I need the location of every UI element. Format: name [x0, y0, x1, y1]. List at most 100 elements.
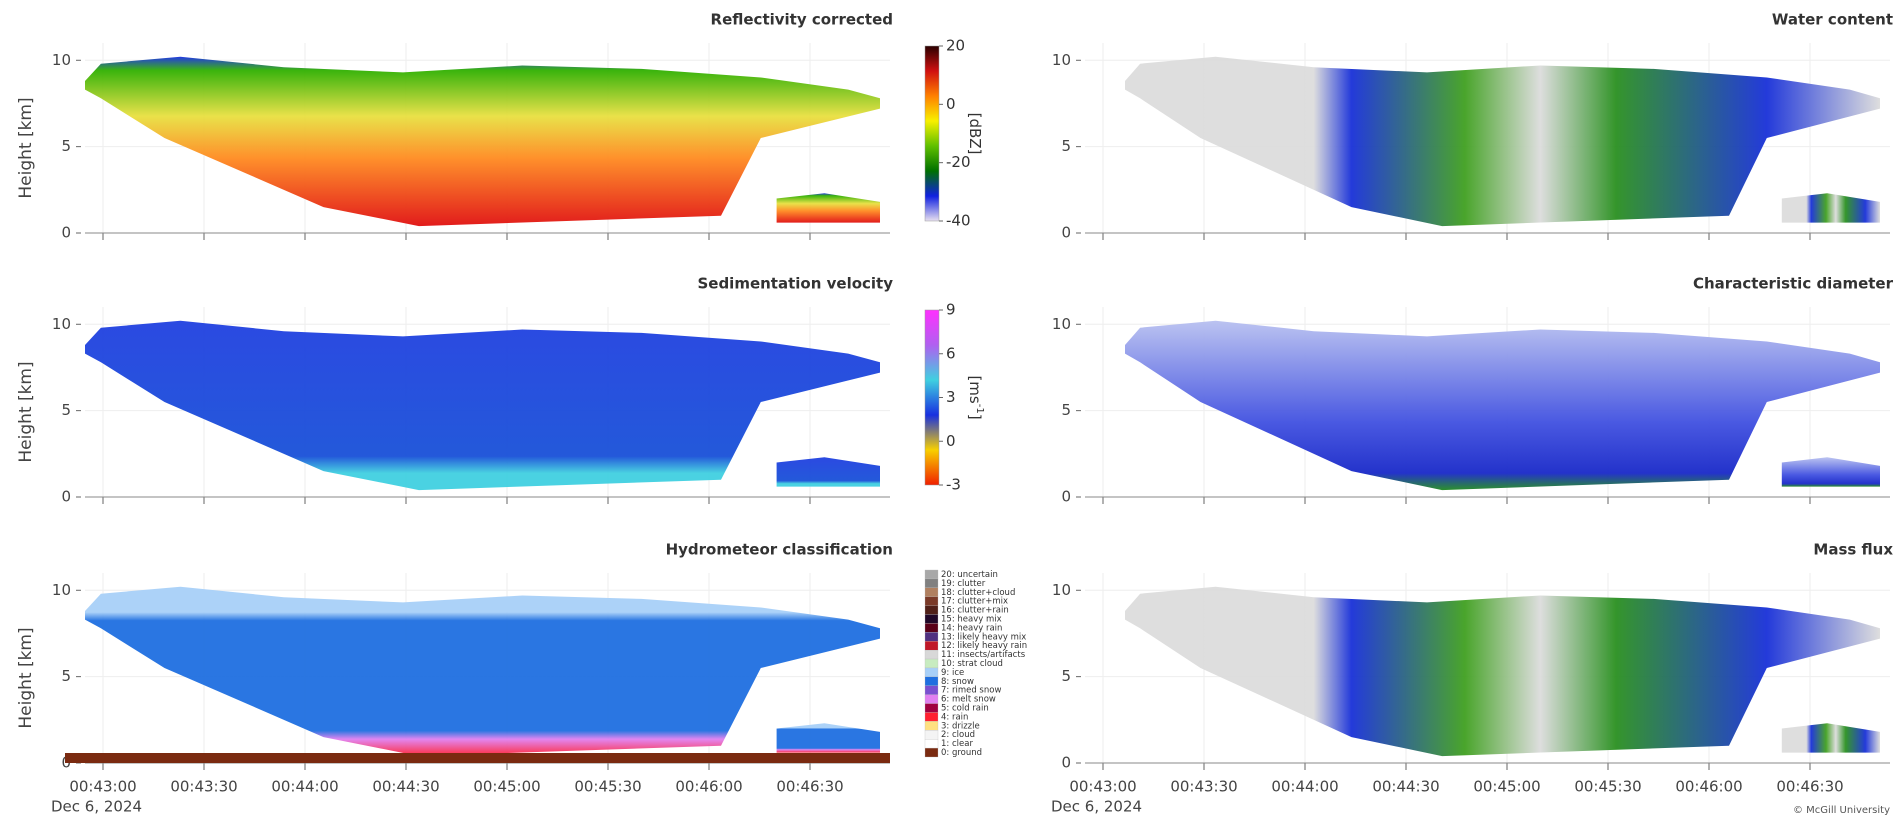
x-tick-label: 00:43:30 — [1170, 778, 1237, 796]
y-tick-label: 0 — [1061, 488, 1071, 506]
colorbar-tick-label: -20 — [946, 153, 971, 171]
ground-band — [65, 753, 890, 763]
legend-label: 14: heavy rain — [941, 623, 1002, 633]
x-tick-label: 00:46:30 — [1776, 778, 1843, 796]
legend-swatch — [924, 623, 939, 633]
legend-swatch — [924, 694, 939, 704]
field — [1125, 586, 1880, 757]
colorbar-tick-label: 9 — [946, 301, 956, 319]
legend-label: 13: likely heavy mix — [941, 632, 1026, 642]
y-tick-label: 5 — [1061, 137, 1071, 155]
y-tick-label: 0 — [61, 488, 71, 506]
field — [85, 56, 880, 227]
legend-swatch — [924, 605, 939, 615]
legend-label: 11: insects/artifacts — [941, 650, 1026, 660]
field-cell — [1781, 457, 1880, 487]
x-tick-label: 00:44:00 — [1271, 778, 1338, 796]
field-cell — [776, 193, 880, 223]
legend-swatch — [924, 649, 939, 660]
legend-swatch — [924, 712, 939, 722]
x-tick-label: 00:44:30 — [372, 778, 439, 796]
colorbar — [924, 45, 940, 222]
legend-swatch — [924, 685, 939, 695]
y-tick-label: 10 — [1052, 581, 1071, 599]
legend-label: 4: rain — [941, 712, 968, 722]
x-tick-label: 00:46:30 — [776, 778, 843, 796]
panel-title: Reflectivity corrected — [711, 11, 893, 29]
x-tick-label: 00:46:00 — [675, 778, 742, 796]
panel-title: Hydrometeor classification — [666, 541, 893, 559]
colorbar-tick-label: 3 — [946, 388, 956, 406]
legend-label: 15: heavy mix — [941, 614, 1002, 624]
legend-swatch — [924, 676, 939, 686]
legend-swatch — [924, 641, 939, 651]
legend-label: 5: cold rain — [941, 704, 989, 714]
y-axis-label: Height [km] — [16, 361, 36, 462]
x-tick-label: 00:43:00 — [1069, 778, 1136, 796]
x-tick-label: 00:45:00 — [1473, 778, 1540, 796]
y-tick-label: 0 — [1061, 754, 1071, 772]
x-tick-label: 00:44:30 — [1372, 778, 1439, 796]
x-date: Dec 6, 2024 — [1051, 798, 1142, 816]
y-tick-label: 10 — [52, 581, 71, 599]
legend-label: 20: uncertain — [941, 570, 998, 580]
panel-title: Water content — [1772, 11, 1893, 29]
legend-swatch — [924, 658, 939, 669]
y-tick-label: 0 — [61, 224, 71, 242]
colorbar — [924, 309, 940, 486]
colorbar-label-part: [dBZ] — [967, 113, 985, 155]
legend-swatch — [924, 739, 939, 749]
colorbar-label: [ms-1] — [967, 375, 986, 419]
legend-label: 12: likely heavy rain — [941, 641, 1027, 651]
y-tick-label: 5 — [61, 137, 71, 155]
legend-swatch — [924, 596, 939, 606]
y-tick-label: 10 — [1052, 315, 1071, 333]
legend-swatch — [924, 614, 939, 624]
colorbar-tick-label: -3 — [946, 476, 961, 494]
x-tick-label: 00:46:00 — [1675, 778, 1742, 796]
y-tick-label: 5 — [1061, 667, 1071, 685]
footer: © McGill University — [1793, 805, 1890, 816]
legend-swatch — [924, 632, 939, 642]
panel-title: Mass flux — [1813, 541, 1893, 559]
y-tick-label: 10 — [52, 315, 71, 333]
legend-label: 19: clutter — [941, 579, 986, 589]
legend-label: 1: clear — [941, 739, 973, 749]
y-tick-label: 5 — [61, 401, 71, 419]
field — [85, 320, 880, 491]
legend-swatch — [924, 747, 939, 758]
panel-title: Characteristic diameter — [1693, 275, 1894, 293]
x-tick-label: 00:45:30 — [1574, 778, 1641, 796]
legend-swatch — [924, 587, 939, 597]
legend-swatch — [924, 667, 939, 678]
legend-swatch — [924, 730, 939, 740]
legend-swatch — [924, 569, 939, 580]
colorbar-tick-label: 6 — [946, 344, 956, 362]
field-cell — [776, 457, 880, 487]
legend-label: 9: ice — [941, 668, 964, 678]
colorbar-label: [dBZ] — [967, 113, 985, 155]
legend-label: 18: clutter+cloud — [941, 588, 1015, 598]
field — [1125, 56, 1880, 227]
colorbar-tick-label: -40 — [946, 212, 971, 230]
field-cell — [1781, 193, 1880, 223]
colorbar-label-part: ] — [967, 414, 985, 420]
legend-label: 17: clutter+mix — [941, 597, 1008, 607]
legend-label: 10: strat cloud — [941, 659, 1003, 669]
colorbar-tick-label: 0 — [946, 95, 956, 113]
legend-label: 8: snow — [941, 677, 974, 687]
y-tick-label: 10 — [52, 51, 71, 69]
x-tick-label: 00:45:00 — [473, 778, 540, 796]
legend-swatch — [924, 578, 939, 588]
panel-title: Sedimentation velocity — [697, 275, 893, 293]
legend-label: 2: cloud — [941, 730, 975, 740]
x-tick-label: 00:44:00 — [271, 778, 338, 796]
legend-label: 0: ground — [941, 748, 982, 758]
x-tick-label: 00:43:30 — [170, 778, 237, 796]
field-cell — [776, 723, 880, 753]
legend-label: 3: drizzle — [941, 721, 980, 731]
legend-label: 6: melt snow — [941, 695, 996, 705]
y-tick-label: 0 — [1061, 224, 1071, 242]
x-tick-label: 00:45:30 — [574, 778, 641, 796]
